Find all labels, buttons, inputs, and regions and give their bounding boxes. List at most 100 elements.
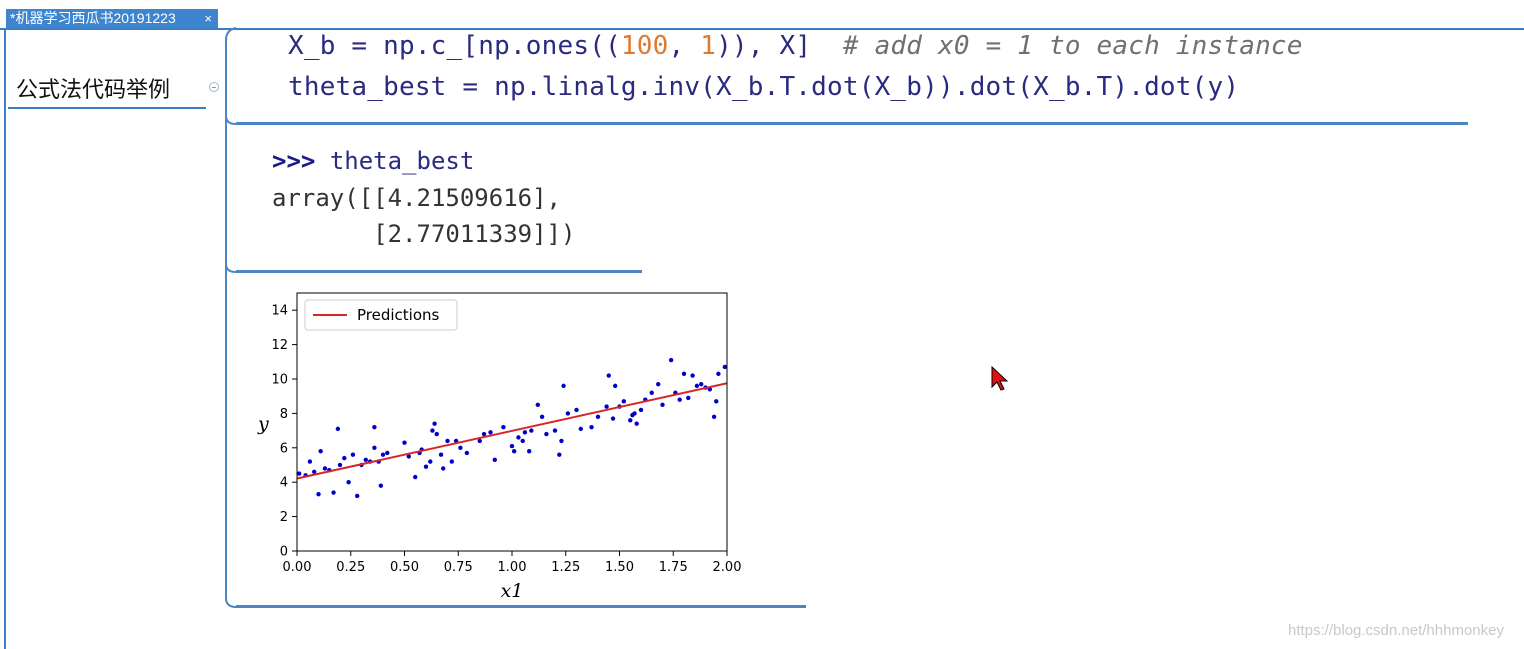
data-point xyxy=(441,466,446,471)
x-tick-label: 0.00 xyxy=(283,560,312,575)
data-point xyxy=(307,459,313,464)
data-point xyxy=(677,397,682,402)
cursor-icon xyxy=(991,365,1009,391)
x-tick-label: 1.00 xyxy=(498,560,527,575)
document-tab[interactable]: *机器学习西瓜书20191223 × xyxy=(6,9,218,28)
topic-node-underline xyxy=(8,107,206,109)
y-tick-label: 0 xyxy=(280,545,288,560)
x-tick-label: 2.00 xyxy=(713,560,742,575)
data-point xyxy=(574,407,579,413)
data-point xyxy=(690,373,695,378)
data-point xyxy=(589,424,594,430)
data-point xyxy=(535,402,540,407)
x-tick-label: 0.50 xyxy=(390,560,419,575)
code-line-1: X_b = np.c_[np.ones((100, 1)), X] # add … xyxy=(288,31,1303,61)
data-point xyxy=(423,464,429,469)
data-point xyxy=(335,426,341,432)
data-point xyxy=(318,449,323,454)
data-point xyxy=(656,381,661,387)
tab-bar-divider xyxy=(0,28,1524,30)
topic-node-label[interactable]: 公式法代码举例 xyxy=(16,78,171,103)
data-point xyxy=(604,404,609,409)
data-point xyxy=(595,414,601,420)
data-point xyxy=(346,480,351,485)
data-point xyxy=(527,449,532,454)
watermark: https://blog.csdn.net/hhhmonkey xyxy=(1288,622,1504,639)
output-line-1: >>> theta_best xyxy=(272,147,475,175)
data-point xyxy=(372,445,377,450)
y-tick-label: 12 xyxy=(271,338,288,353)
x-tick-label: 1.25 xyxy=(551,560,580,575)
tab-title: *机器学习西瓜书20191223 xyxy=(10,10,176,26)
collapse-icon[interactable] xyxy=(209,82,219,92)
data-point xyxy=(337,462,343,468)
data-point xyxy=(638,407,644,413)
data-point xyxy=(316,492,321,497)
data-point xyxy=(445,438,450,444)
close-icon[interactable]: × xyxy=(204,11,212,26)
data-point xyxy=(716,371,721,377)
data-point xyxy=(406,454,411,459)
prediction-line xyxy=(296,382,728,480)
x-tick-label: 1.75 xyxy=(659,560,688,575)
canvas-left-border xyxy=(4,28,6,649)
output-line-2: array([[4.21509616], xyxy=(272,184,561,212)
data-point xyxy=(699,381,704,387)
data-point xyxy=(385,450,390,456)
y-axis-label: y xyxy=(257,413,269,435)
data-point xyxy=(331,490,336,495)
data-point xyxy=(434,431,439,437)
data-point xyxy=(488,430,493,435)
data-point xyxy=(606,373,611,378)
data-point xyxy=(681,371,687,377)
data-point xyxy=(432,421,437,426)
data-point xyxy=(516,435,521,440)
data-point xyxy=(458,445,463,450)
data-point xyxy=(492,457,497,463)
data-point xyxy=(578,426,583,432)
data-point xyxy=(380,452,386,457)
output-node-underline xyxy=(236,270,642,273)
y-tick-label: 8 xyxy=(280,407,288,422)
data-point xyxy=(565,411,571,416)
data-point xyxy=(481,431,487,437)
data-point xyxy=(613,383,618,389)
y-tick-label: 4 xyxy=(280,476,288,491)
data-point xyxy=(501,424,506,430)
x-tick-label: 0.75 xyxy=(444,560,473,575)
data-point xyxy=(322,466,328,471)
y-tick-label: 10 xyxy=(271,373,288,388)
data-point xyxy=(552,428,558,433)
data-point xyxy=(522,430,528,435)
data-point xyxy=(649,390,654,395)
data-point xyxy=(561,383,566,389)
data-point xyxy=(342,455,347,461)
data-point xyxy=(363,457,368,463)
data-point xyxy=(714,399,719,404)
data-point xyxy=(296,471,302,476)
data-point xyxy=(539,414,545,420)
data-point xyxy=(610,416,616,421)
data-point xyxy=(711,414,717,420)
x-axis-label: x1 xyxy=(501,580,524,602)
data-point xyxy=(632,411,637,416)
data-point xyxy=(621,399,626,404)
data-point xyxy=(477,438,482,444)
chart-node-underline xyxy=(236,605,806,608)
data-point xyxy=(350,452,356,457)
data-point xyxy=(668,357,674,363)
data-point xyxy=(529,428,534,433)
data-point xyxy=(449,459,454,464)
data-point xyxy=(520,438,525,444)
x-tick-label: 1.50 xyxy=(605,560,634,575)
data-point xyxy=(634,421,639,426)
data-point xyxy=(402,440,407,445)
data-point xyxy=(557,452,562,457)
data-point xyxy=(355,493,360,499)
data-point xyxy=(312,469,317,475)
y-tick-label: 6 xyxy=(280,441,288,456)
data-point xyxy=(511,449,517,454)
data-point xyxy=(438,452,444,457)
data-point xyxy=(509,443,515,449)
data-point xyxy=(378,483,384,488)
